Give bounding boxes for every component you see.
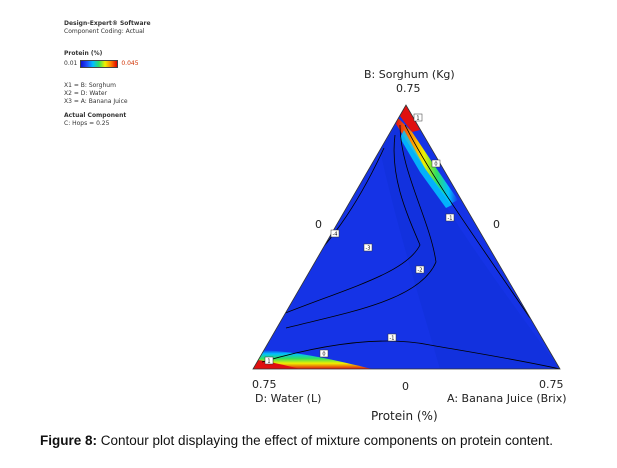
- contour-line-3: [267, 134, 421, 321]
- contour-label-box: [413, 113, 423, 122]
- ridge-red: [400, 105, 420, 132]
- contour-label: -4: [330, 229, 340, 238]
- ternary-plot: 1 0 -1 -4 -3 -2 -1 0 1: [252, 104, 561, 370]
- legend-max: 0.045: [121, 60, 139, 67]
- contour-label-text: 0: [434, 162, 437, 168]
- ridge-cyan: [400, 130, 452, 208]
- x2-mapping: X2 = D: Water: [64, 90, 108, 97]
- info-panel: Design-Expert® Software Component Coding…: [64, 20, 151, 128]
- legend-min: 0.01: [64, 60, 78, 67]
- figure-caption: Figure 8: Contour plot displaying the ef…: [40, 433, 553, 448]
- actual-component-title: Actual Component: [64, 112, 127, 119]
- contour-line-4: [285, 124, 437, 329]
- axis-label-left: D: Water (L): [255, 392, 322, 405]
- response-title: Protein (%): [64, 50, 103, 57]
- axis-label-right: A: Banana Juice (Brix): [447, 392, 567, 405]
- chart-title: Protein (%): [371, 409, 438, 423]
- legend-colorbar: [80, 60, 119, 68]
- contour-label-box: [264, 356, 274, 365]
- contour-label-box: [363, 243, 373, 252]
- axis-top-min-left: 0: [315, 218, 322, 231]
- contour-label-text: 1: [267, 359, 270, 365]
- caption-text: Contour plot displaying the effect of mi…: [97, 433, 554, 448]
- contour-label-text: 1: [416, 116, 419, 122]
- triangle-outline: [252, 104, 561, 370]
- contour-label-text: -1: [448, 216, 453, 222]
- bottom-hotspot: [253, 350, 372, 369]
- axis-label-top: B: Sorghum (Kg): [364, 68, 455, 81]
- actual-component-value: C: Hops = 0.25: [64, 120, 110, 127]
- contour-label: 1: [413, 113, 423, 122]
- contour-label: 0: [319, 349, 329, 358]
- contour-line-6: [261, 340, 560, 369]
- x3-mapping: X3 = A: Banana Juice: [64, 98, 128, 105]
- dark-band: [380, 120, 560, 369]
- axis-right-max: 0.75: [539, 378, 564, 391]
- software-name: Design-Expert® Software: [64, 20, 151, 27]
- contour-label-text: -1: [390, 336, 395, 342]
- axis-top-max: 0.75: [396, 82, 421, 95]
- ridge-band: [396, 118, 458, 204]
- contour-line-5: [404, 124, 531, 319]
- x1-mapping: X1 = B: Sorghum: [64, 82, 116, 89]
- contour-label-box: [431, 159, 441, 168]
- contour-label: 0: [431, 159, 441, 168]
- component-coding: Component Coding: Actual: [64, 28, 145, 35]
- caption-prefix: Figure 8:: [40, 433, 98, 448]
- contour-label-text: -4: [333, 232, 338, 238]
- contour-label: 1: [264, 356, 274, 365]
- contour-label: -2: [415, 265, 425, 274]
- color-legend: 0.01 0.045: [64, 60, 151, 68]
- axis-top-min-right: 0: [493, 218, 500, 231]
- contour-label: -3: [363, 243, 373, 252]
- contour-label-box: [387, 333, 397, 342]
- axis-bottom-min: 0: [402, 380, 409, 393]
- contour-label-text: 0: [322, 352, 325, 358]
- contour-label-box: [415, 265, 425, 274]
- contour-label-box: [445, 213, 455, 222]
- contour-labels: 1 0 -1 -4 -3 -2 -1 0 1: [264, 113, 455, 365]
- contour-label-box: [319, 349, 329, 358]
- contour-label-box: [330, 229, 340, 238]
- axis-left-max: 0.75: [252, 378, 277, 391]
- contour-label-text: -3: [366, 246, 371, 252]
- contour-label: -1: [445, 213, 455, 222]
- contour-label-text: -2: [418, 268, 423, 274]
- contour-label: -1: [387, 333, 397, 342]
